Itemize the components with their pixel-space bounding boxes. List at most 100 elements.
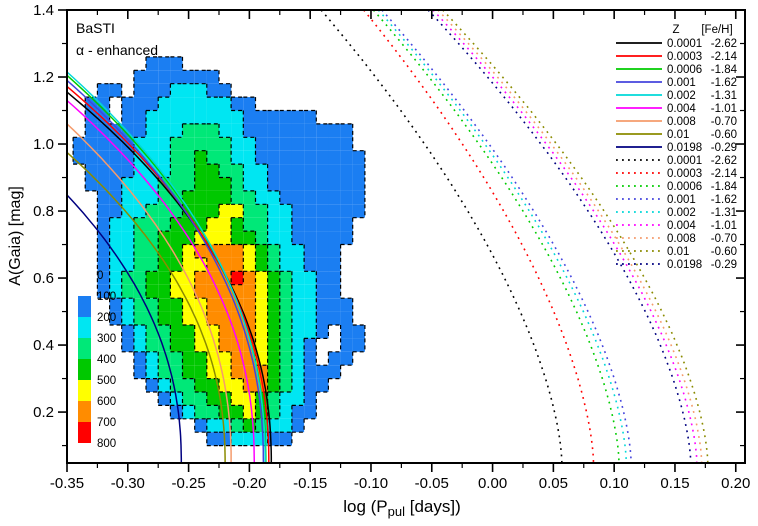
legend-z-value: 0.0001 [667, 38, 702, 50]
x-tick-label: 0.15 [660, 475, 689, 492]
solid-curve-z0.01 [66, 151, 226, 463]
legend-header-z: Z [672, 24, 679, 36]
colorbar-swatch [78, 296, 91, 317]
dotted-curve-z0.008 [437, 9, 703, 464]
dotted-curve-z0.0001 [320, 9, 563, 464]
dotted-curve-z0.0003 [363, 9, 595, 464]
density-map [73, 56, 365, 446]
colorbar-swatch [78, 338, 91, 359]
x-axis-title-pre: log (P [343, 496, 388, 516]
legend-z-value: 0.01 [667, 129, 689, 141]
x-tick-label: 0.05 [539, 475, 568, 492]
legend-feh-value: -0.70 [711, 116, 737, 128]
x-tick-label: -0.30 [111, 475, 145, 492]
y-tick-label: 1.0 [33, 136, 54, 153]
legend-z-value: 0.001 [667, 194, 696, 206]
x-tick-label: -0.25 [171, 475, 205, 492]
colorbar-label: 200 [97, 312, 116, 324]
colorbar-swatch [78, 401, 91, 422]
x-axis-title-sub: pul [387, 504, 406, 520]
colorbar-label: 400 [97, 354, 116, 366]
legend: Z [Fe/H] 0.0001 -2.62 0.0003 -2.14 0.0006 -1.84… [616, 24, 738, 271]
colorbar-swatch [78, 380, 91, 401]
legend-z-value: 0.0006 [667, 181, 702, 193]
legend-header-feh: [Fe/H] [701, 24, 732, 36]
legend-feh-value: -1.62 [711, 194, 737, 206]
solid-curve-z0.002 [66, 71, 266, 463]
colorbar-label: 800 [97, 438, 116, 450]
dotted-curve-z0.002 [377, 9, 628, 464]
colorbar-label: 100 [97, 291, 116, 303]
model-label: BaSTI [76, 20, 115, 36]
legend-feh-value: -1.31 [711, 90, 737, 102]
legend-feh-value: -0.29 [711, 142, 737, 154]
y-tick-label: 0.2 [33, 404, 54, 421]
legend-feh-value: -0.60 [711, 246, 737, 258]
colorbar-swatch [78, 422, 91, 443]
legend-z-value: 0.008 [667, 233, 696, 245]
legend-z-value: 0.004 [667, 103, 696, 115]
legend-z-value: 0.001 [667, 77, 696, 89]
dotted-curve-z0.001 [381, 9, 632, 464]
y-tick-label: 0.4 [33, 337, 54, 354]
x-tick-label: -0.15 [293, 475, 327, 492]
legend-feh-value: -0.70 [711, 233, 737, 245]
solid-curve-z0.0198 [66, 194, 183, 463]
colorbar-label: 600 [97, 396, 116, 408]
legend-feh-value: -1.01 [711, 220, 737, 232]
legend-feh-value: -2.14 [711, 168, 738, 180]
x-tick-label: 0.20 [721, 475, 750, 492]
dotted-curve-z0.0006 [372, 9, 620, 464]
legend-z-value: 0.0003 [667, 168, 702, 180]
x-tick-label: -0.05 [415, 475, 449, 492]
dotted-curve-z0.004 [432, 9, 698, 464]
legend-feh-value: -1.62 [711, 77, 737, 89]
legend-feh-value: -1.01 [711, 103, 737, 115]
legend-feh-value: -2.62 [711, 155, 737, 167]
x-tick-label: 0.00 [478, 475, 507, 492]
legend-feh-value: -1.31 [711, 207, 737, 219]
legend-z-value: 0.01 [667, 246, 689, 258]
solid-curve-z0.008 [66, 123, 232, 463]
legend-feh-value: -1.84 [711, 64, 738, 76]
legend-z-value: 0.0198 [667, 142, 702, 154]
y-tick-label: 1.2 [33, 69, 54, 86]
colorbar-swatch [78, 359, 91, 380]
x-tick-label: 0.10 [600, 475, 629, 492]
x-tick-label: -0.20 [232, 475, 266, 492]
legend-z-value: 0.002 [667, 90, 696, 102]
solid-curve-z0.001 [66, 79, 265, 464]
legend-feh-value: -0.29 [711, 259, 737, 271]
colorbar-label: 500 [97, 375, 116, 387]
dotted-curve-z0.0198 [427, 9, 692, 464]
legend-feh-value: -2.62 [711, 38, 737, 50]
legend-feh-value: -2.14 [711, 51, 738, 63]
colorbar-label: 300 [97, 333, 116, 345]
y-tick-label: 0.8 [33, 203, 54, 220]
legend-z-value: 0.002 [667, 207, 696, 219]
colorbar: 0 100 200 300 400 500 600 700 800 [78, 270, 116, 450]
axes: -0.35 -0.30 -0.25 -0.20 -0.15 -0.10 -0.05 0.00 0… [33, 2, 750, 492]
legend-z-value: 0.0003 [667, 51, 702, 63]
solid-curve-z0.004 [66, 99, 256, 464]
y-tick-label: 0.6 [33, 270, 54, 287]
legend-feh-value: -0.60 [711, 129, 737, 141]
legend-z-value: 0.0001 [667, 155, 702, 167]
x-tick-label: -0.35 [50, 475, 84, 492]
legend-z-value: 0.0198 [667, 259, 702, 271]
legend-feh-value: -1.84 [711, 181, 738, 193]
x-axis-title-post: [days]) [405, 496, 461, 516]
legend-z-value: 0.0006 [667, 64, 702, 76]
y-tick-label: 1.4 [33, 2, 54, 19]
legend-z-value: 0.004 [667, 220, 696, 232]
legend-z-value: 0.008 [667, 116, 696, 128]
x-axis-title: log (Ppul [days]) [343, 497, 461, 519]
colorbar-label: 700 [97, 417, 116, 429]
colorbar-label: 0 [97, 270, 103, 282]
dotted-curve-z0.01 [442, 9, 709, 464]
x-tick-label: -0.10 [354, 475, 388, 492]
colorbar-swatch [78, 317, 91, 338]
alpha-enhanced-label: α - enhanced [76, 42, 159, 58]
